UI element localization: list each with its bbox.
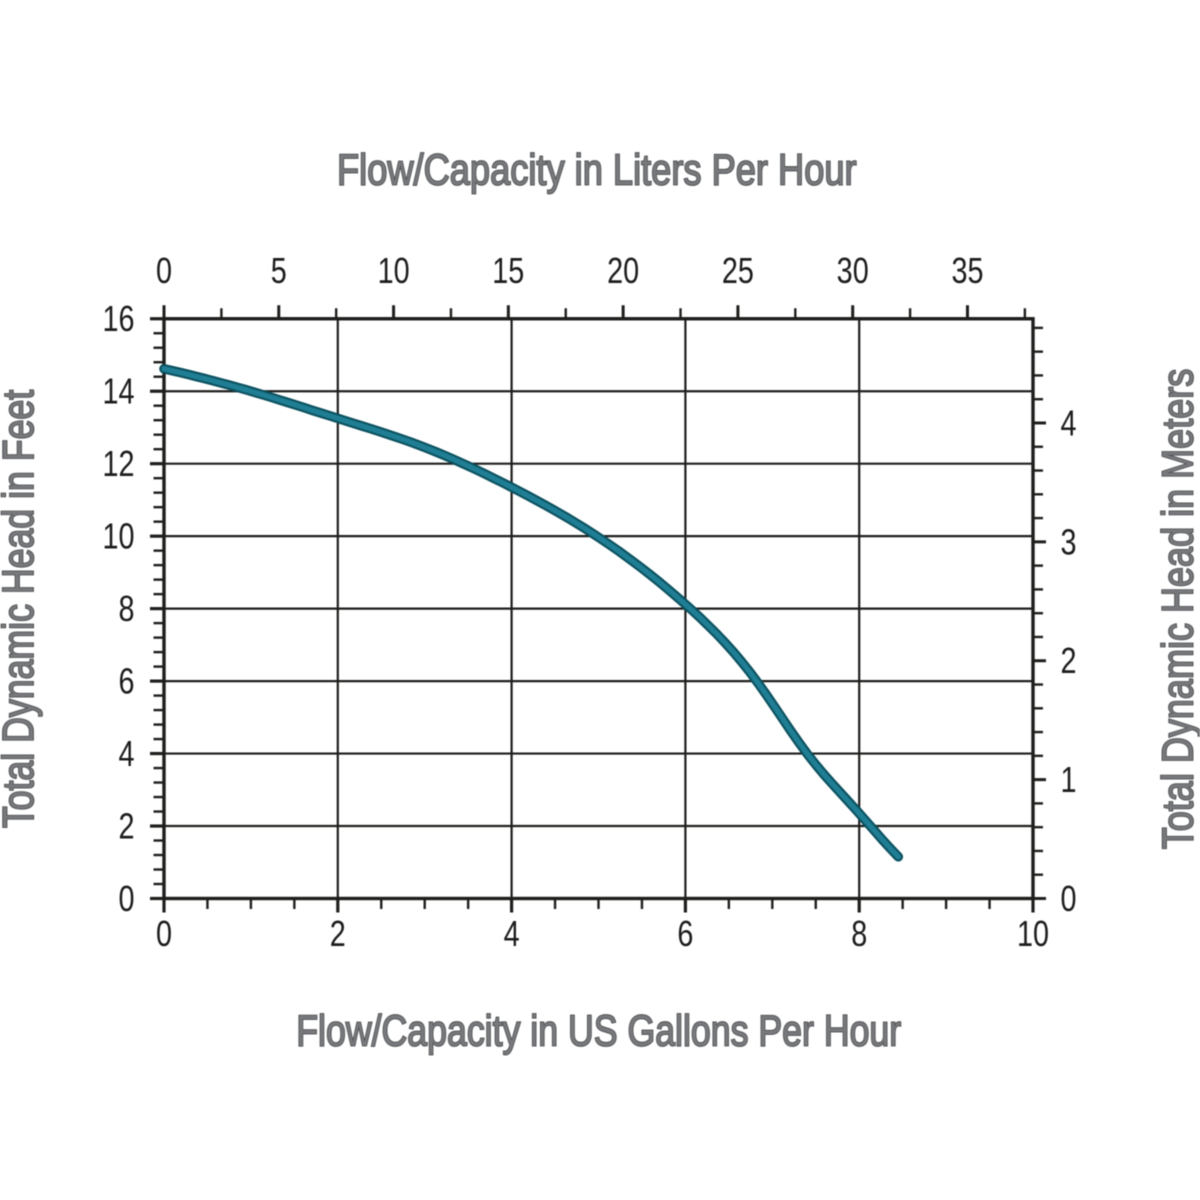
svg-text:0: 0 — [156, 913, 172, 954]
svg-text:0: 0 — [118, 878, 134, 919]
svg-text:2: 2 — [330, 913, 346, 954]
svg-text:10: 10 — [1017, 913, 1049, 954]
svg-text:3: 3 — [1061, 521, 1077, 562]
svg-text:5: 5 — [271, 250, 287, 291]
svg-text:4: 4 — [504, 913, 520, 954]
svg-text:4: 4 — [118, 733, 134, 774]
svg-text:2: 2 — [1061, 640, 1077, 681]
svg-text:14: 14 — [102, 370, 134, 411]
svg-text:Total Dynamic Head in Feet: Total Dynamic Head in Feet — [0, 390, 43, 828]
svg-text:1: 1 — [1061, 759, 1077, 800]
svg-text:10: 10 — [102, 515, 134, 556]
svg-text:20: 20 — [607, 250, 639, 291]
svg-text:2: 2 — [118, 805, 134, 846]
svg-text:6: 6 — [677, 913, 693, 954]
svg-text:0: 0 — [1061, 878, 1077, 919]
svg-text:Total Dynamic Head in Meters: Total Dynamic Head in Meters — [1153, 369, 1200, 850]
svg-text:8: 8 — [118, 588, 134, 629]
svg-text:8: 8 — [851, 913, 867, 954]
svg-text:10: 10 — [378, 250, 410, 291]
svg-text:Flow/Capacity in Liters Per Ho: Flow/Capacity in Liters Per Hour — [337, 145, 857, 194]
svg-text:0: 0 — [156, 250, 172, 291]
svg-text:15: 15 — [492, 250, 524, 291]
svg-text:35: 35 — [951, 250, 983, 291]
svg-text:30: 30 — [837, 250, 869, 291]
svg-text:6: 6 — [118, 660, 134, 701]
svg-text:Flow/Capacity in US Gallons Pe: Flow/Capacity in US Gallons Per Hour — [296, 1007, 901, 1055]
svg-text:25: 25 — [722, 250, 754, 291]
svg-text:4: 4 — [1061, 402, 1077, 443]
svg-text:16: 16 — [102, 298, 134, 339]
svg-text:12: 12 — [102, 443, 134, 484]
